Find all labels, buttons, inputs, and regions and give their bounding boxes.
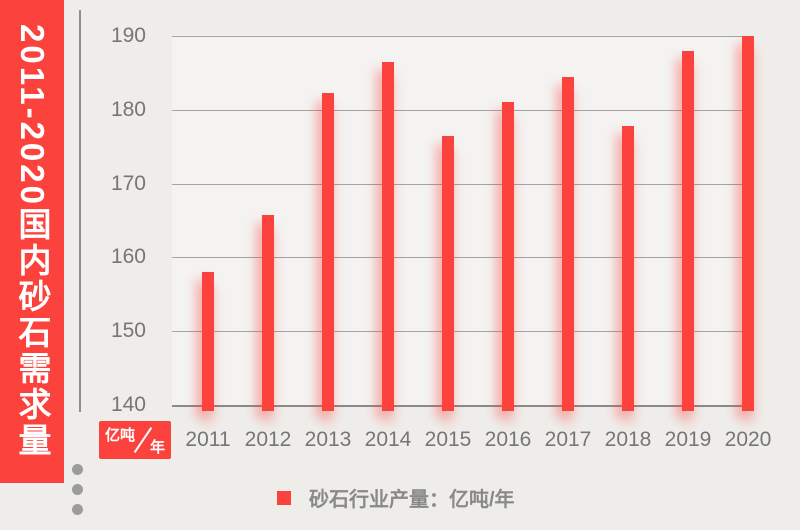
y-axis-unit-badge: 亿吨 年 (99, 421, 171, 459)
bar-2017 (562, 76, 574, 411)
y-tick-label-160: 160 (110, 245, 146, 269)
dot-icon (72, 504, 83, 515)
gridline-140 (172, 405, 750, 407)
unit-numerator: 亿吨 (105, 427, 136, 444)
title-banner: 2011-2020国内砂石需求量 (0, 0, 64, 483)
bar-2011 (202, 272, 214, 411)
x-tick-label-2012: 2012 (244, 428, 292, 451)
bar-2014 (382, 61, 394, 411)
legend-swatch-icon (277, 490, 291, 505)
y-tick-label-190: 190 (110, 24, 146, 47)
gridline-170 (172, 183, 750, 185)
page-title: 2011-2020国内砂石需求量 (14, 24, 51, 459)
y-tick-label-150: 150 (110, 319, 146, 343)
bar-2015 (442, 136, 454, 411)
legend: 砂石行业产量：亿吨/年 (277, 483, 515, 512)
decorative-dots (72, 464, 83, 515)
x-tick-label-2015: 2015 (424, 428, 472, 451)
gridline-180 (172, 109, 750, 111)
legend-label: 砂石行业产量：亿吨/年 (309, 489, 515, 511)
bar-2012 (262, 214, 274, 411)
bar-2016 (502, 102, 514, 411)
x-tick-label-2020: 2020 (724, 428, 772, 451)
x-tick-label-2017: 2017 (544, 428, 592, 451)
x-tick-label-2011: 2011 (185, 428, 231, 451)
gridline-160 (172, 257, 750, 259)
y-tick-label-170: 170 (110, 171, 146, 195)
gridline-150 (172, 331, 750, 333)
y-tick-label-180: 180 (110, 97, 146, 121)
unit-denominator: 年 (149, 439, 165, 456)
x-tick-label-2019: 2019 (664, 428, 712, 451)
y-tick-label-140: 140 (110, 393, 146, 416)
bar-2019 (682, 50, 694, 411)
y-axis-line (79, 10, 81, 412)
dot-icon (72, 484, 83, 495)
gridline-190 (172, 36, 750, 37)
plot-background (172, 35, 750, 405)
bar-2020 (742, 36, 754, 411)
x-tick-label-2014: 2014 (364, 428, 412, 451)
bar-2013 (322, 92, 334, 411)
x-tick-label-2016: 2016 (484, 428, 532, 451)
x-tick-label-2018: 2018 (604, 428, 652, 451)
bar-2018 (622, 126, 634, 411)
dot-icon (72, 464, 83, 475)
x-tick-label-2013: 2013 (304, 428, 352, 451)
